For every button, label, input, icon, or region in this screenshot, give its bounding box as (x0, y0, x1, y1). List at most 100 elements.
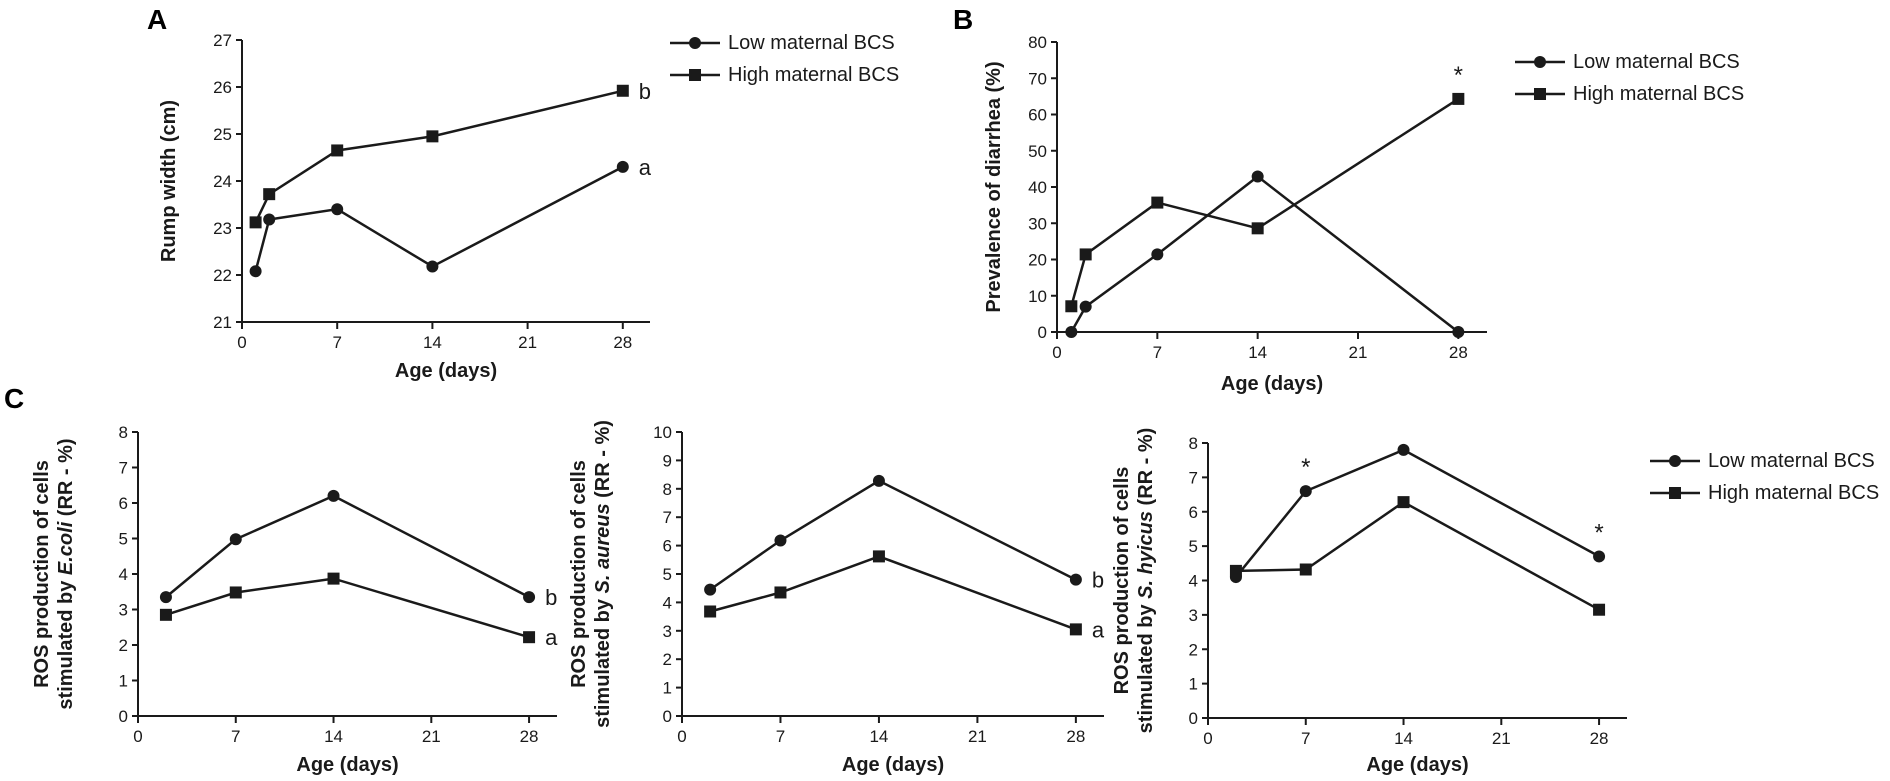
y-axis-title-suffix: (RR - %) (592, 420, 614, 503)
point-low-bcs (263, 213, 276, 226)
y-axis-title-prefix: stimulated by (592, 593, 614, 727)
legend-label-high: High maternal BCS (728, 64, 900, 86)
y-tick-label: 7 (663, 508, 672, 527)
legend-square-marker-icon (1515, 88, 1565, 100)
y-tick-label: 80 (1028, 33, 1047, 52)
y-tick-label: 0 (663, 707, 672, 726)
point-high-bcs (616, 84, 629, 97)
panel-label-c: C (4, 383, 25, 414)
y-tick-label: 6 (1189, 503, 1198, 522)
panel-label-b: B (953, 4, 974, 35)
point-high-bcs (872, 550, 885, 563)
legend-panel-b: Low maternal BCS High maternal BCS (1515, 46, 1744, 110)
y-axis-title-organism: S. aureus (592, 503, 614, 593)
legend-panel-a: Low maternal BCS High maternal BCS (670, 27, 899, 91)
point-high-bcs (1079, 248, 1092, 261)
y-tick-label: 1 (663, 679, 672, 698)
y-tick-label: 0 (119, 707, 128, 726)
point-high-bcs (249, 216, 262, 229)
point-low-bcs (1151, 248, 1164, 261)
x-tick-label: 21 (422, 727, 441, 746)
y-axis-title-line1: ROS production of cells (1111, 467, 1133, 695)
y-axis-title-suffix: (RR - %) (1135, 428, 1157, 511)
point-low-bcs (426, 260, 439, 273)
point-high-bcs (229, 586, 242, 599)
legend-circle-marker-icon (670, 37, 720, 49)
y-tick-label: 40 (1028, 178, 1047, 197)
y-axis-title-organism: S. hyicus (1135, 511, 1157, 599)
point-high-bcs (331, 144, 344, 157)
x-tick-label: 28 (1590, 729, 1609, 748)
y-tick-label: 5 (1189, 537, 1198, 556)
x-tick-label: 14 (423, 333, 442, 352)
x-tick-label: 0 (1203, 729, 1212, 748)
significance-letter: a (639, 155, 652, 180)
y-tick-label: 21 (213, 313, 232, 332)
y-axis-title-prefix: stimulated by (55, 575, 77, 709)
point-low-bcs (327, 489, 340, 502)
point-low-bcs (1452, 326, 1465, 338)
legend-item-low: Low maternal BCS (1515, 46, 1744, 78)
point-low-bcs (249, 265, 262, 278)
y-axis-title-line2: stimulated by S. hyicus (RR - %) (1135, 428, 1157, 734)
legend-panel-c: Low maternal BCS High maternal BCS (1650, 445, 1879, 509)
legend-circle-marker-icon (1515, 56, 1565, 68)
chart-c2: 0 1 2 3 4 5 6 7 8 9 10 0 7 14 21 28 Age (days) ROS produc… (568, 420, 1105, 776)
y-tick-label: 60 (1028, 106, 1047, 125)
y-tick-label: 2 (119, 636, 128, 655)
y-tick-label: 2 (1189, 640, 1198, 659)
legend-label-low: Low maternal BCS (1573, 51, 1740, 73)
series-line-low-bcs (165, 494, 530, 599)
x-tick-label: 21 (1492, 729, 1511, 748)
point-low-bcs (331, 203, 344, 216)
chart-a: 21 22 23 24 25 26 27 0 7 14 21 28 Age (days) Rump wid… (158, 31, 652, 382)
y-tick-label: 9 (663, 451, 672, 470)
x-tick-label: 7 (1153, 343, 1162, 362)
x-axis-title: Age (days) (296, 754, 398, 776)
legend-label-high: High maternal BCS (1708, 482, 1880, 504)
point-low-bcs (229, 533, 242, 546)
y-tick-label: 4 (663, 593, 672, 612)
point-high-bcs (1397, 496, 1410, 509)
point-high-bcs (1251, 222, 1264, 235)
point-low-bcs (1299, 485, 1312, 498)
y-tick-label: 4 (1189, 572, 1198, 591)
y-axis-title-line1: ROS production of cells (568, 460, 590, 688)
y-axis-title-suffix: (RR - %) (55, 438, 77, 521)
y-axis-title-line1: ROS production of cells (31, 460, 53, 688)
y-tick-label: 10 (653, 423, 672, 442)
point-high-bcs (1299, 563, 1312, 576)
significance-asterisk: * (1301, 454, 1310, 481)
y-tick-label: 7 (119, 459, 128, 478)
point-high-bcs (1069, 623, 1082, 636)
point-low-bcs (616, 160, 629, 173)
point-high-bcs (1452, 92, 1465, 105)
legend-item-low: Low maternal BCS (670, 27, 899, 59)
x-axis-title: Age (days) (1366, 754, 1468, 776)
significance-letter: b (639, 79, 651, 104)
point-high-bcs (1151, 196, 1164, 209)
y-tick-label: 70 (1028, 69, 1047, 88)
y-tick-label: 3 (663, 622, 672, 641)
significance-letter: b (545, 585, 557, 610)
point-high-bcs (327, 572, 340, 585)
significance-asterisk: * (1454, 62, 1463, 89)
series-line-low-bcs (254, 165, 624, 272)
x-tick-label: 7 (231, 727, 240, 746)
x-axis-title: Age (days) (842, 754, 944, 776)
point-high-bcs (704, 605, 717, 618)
point-low-bcs (1251, 170, 1264, 183)
y-tick-label: 4 (119, 565, 128, 584)
y-tick-label: 22 (213, 266, 232, 285)
point-high-bcs (1065, 300, 1078, 313)
series-line-high-bcs (254, 89, 624, 223)
y-tick-label: 3 (119, 601, 128, 620)
y-tick-label: 8 (663, 480, 672, 499)
y-tick-label: 7 (1189, 468, 1198, 487)
x-axis-title: Age (days) (1221, 373, 1323, 395)
y-tick-label: 1 (119, 672, 128, 691)
point-high-bcs (1229, 564, 1242, 577)
y-axis-title: Prevalence of diarrhea (%) (983, 61, 1005, 312)
x-tick-label: 0 (1052, 343, 1061, 362)
legend-square-marker-icon (1650, 487, 1700, 499)
